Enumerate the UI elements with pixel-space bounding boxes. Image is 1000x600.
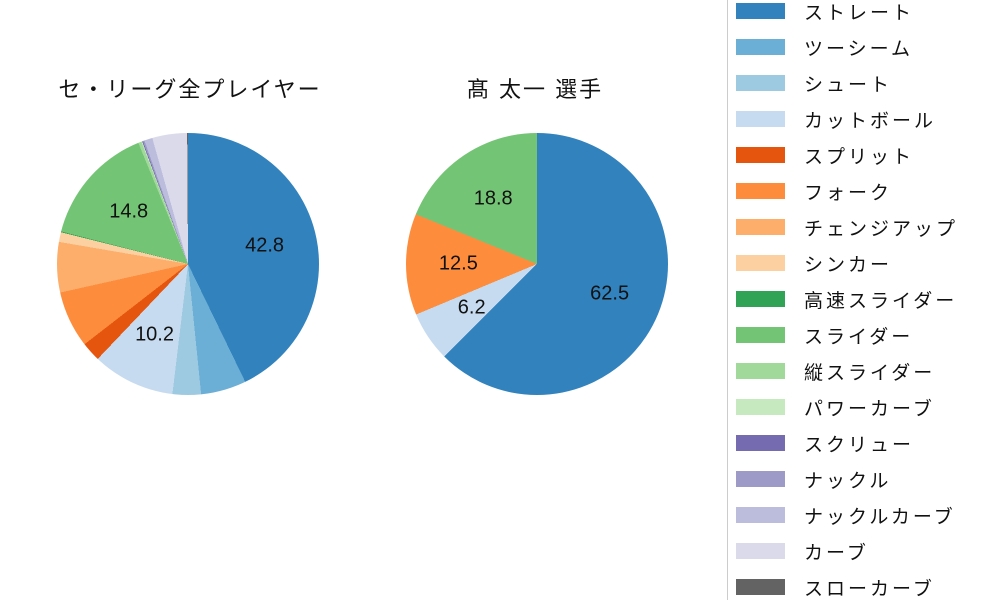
legend-item: ツーシーム <box>736 29 1000 65</box>
pie-chart-player <box>406 133 668 395</box>
legend-swatch <box>736 3 785 19</box>
legend-swatch <box>736 111 785 127</box>
legend-item: 縦スライダー <box>736 353 1000 389</box>
legend-label: ストレート <box>804 2 915 24</box>
legend-label: ツーシーム <box>804 38 914 60</box>
legend-label: シュート <box>804 74 893 96</box>
slice-label: 62.5 <box>590 282 630 305</box>
legend-swatch <box>736 399 785 415</box>
legend-label: スローカーブ <box>804 578 935 600</box>
legend-list: ストレートツーシームシュートカットボール スプリットフォークチェンジアップ シンカー… <box>728 0 1000 600</box>
legend-label: カーブ <box>804 542 869 564</box>
legend-swatch <box>736 75 785 91</box>
legend-label: ナックル <box>804 470 892 492</box>
legend-item: スクリュー <box>736 425 1000 461</box>
legend-item: カーブ <box>736 533 1000 569</box>
legend-item: カットボール <box>736 101 1000 137</box>
legend-label: スクリュー <box>804 434 915 456</box>
legend-label: 高速スライダー <box>804 290 958 312</box>
legend-swatch <box>736 219 785 235</box>
legend-swatch <box>736 363 785 379</box>
chart-title-league: セ・リーグ全プレイヤー <box>58 77 322 102</box>
legend-item: シンカー <box>736 245 1000 281</box>
legend-label: チェンジアップ <box>804 218 959 240</box>
legend-label: ナックルカーブ <box>804 506 956 528</box>
legend-item: シュート <box>736 65 1000 101</box>
legend-label: カットボール <box>804 110 937 132</box>
legend-item: フォーク <box>736 173 1000 209</box>
chart-title-player: 髙 太一 選手 <box>466 77 604 102</box>
legend-label: スライダー <box>804 326 914 348</box>
legend-item: ストレート <box>736 0 1000 29</box>
pie-chart-league <box>57 133 319 395</box>
legend-item: スプリット <box>736 137 1000 173</box>
legend-item: チェンジアップ <box>736 209 1000 245</box>
legend: ストレートツーシームシュートカットボール スプリットフォークチェンジアップ シンカー… <box>727 0 1000 600</box>
legend-label: パワーカーブ <box>804 398 935 420</box>
legend-item: 高速スライダー <box>736 281 1000 317</box>
legend-label: シンカー <box>804 254 893 276</box>
legend-item: ナックル <box>736 461 1000 497</box>
legend-swatch <box>736 579 785 595</box>
slice-label: 10.2 <box>135 323 174 346</box>
legend-swatch <box>736 291 785 307</box>
legend-label: 縦スライダー <box>804 362 936 384</box>
legend-swatch <box>736 327 785 343</box>
legend-swatch <box>736 147 785 163</box>
slice-label: 12.5 <box>438 252 478 275</box>
legend-swatch <box>736 39 785 55</box>
slice-label: 42.8 <box>245 234 285 257</box>
legend-swatch <box>736 507 785 523</box>
legend-swatch <box>736 543 785 559</box>
legend-item: ナックルカーブ <box>736 497 1000 533</box>
legend-label: スプリット <box>804 146 915 168</box>
legend-label: フォーク <box>804 182 893 204</box>
slice-label: 14.8 <box>109 200 149 223</box>
legend-swatch <box>736 471 785 487</box>
legend-item: スライダー <box>736 317 1000 353</box>
legend-item: パワーカーブ <box>736 389 1000 425</box>
legend-item: スローカーブ <box>736 569 1000 600</box>
slice-label: 18.8 <box>473 187 513 210</box>
slice-label: 6.2 <box>457 296 486 319</box>
legend-swatch <box>736 255 785 271</box>
legend-swatch <box>736 435 785 451</box>
legend-swatch <box>736 183 785 199</box>
